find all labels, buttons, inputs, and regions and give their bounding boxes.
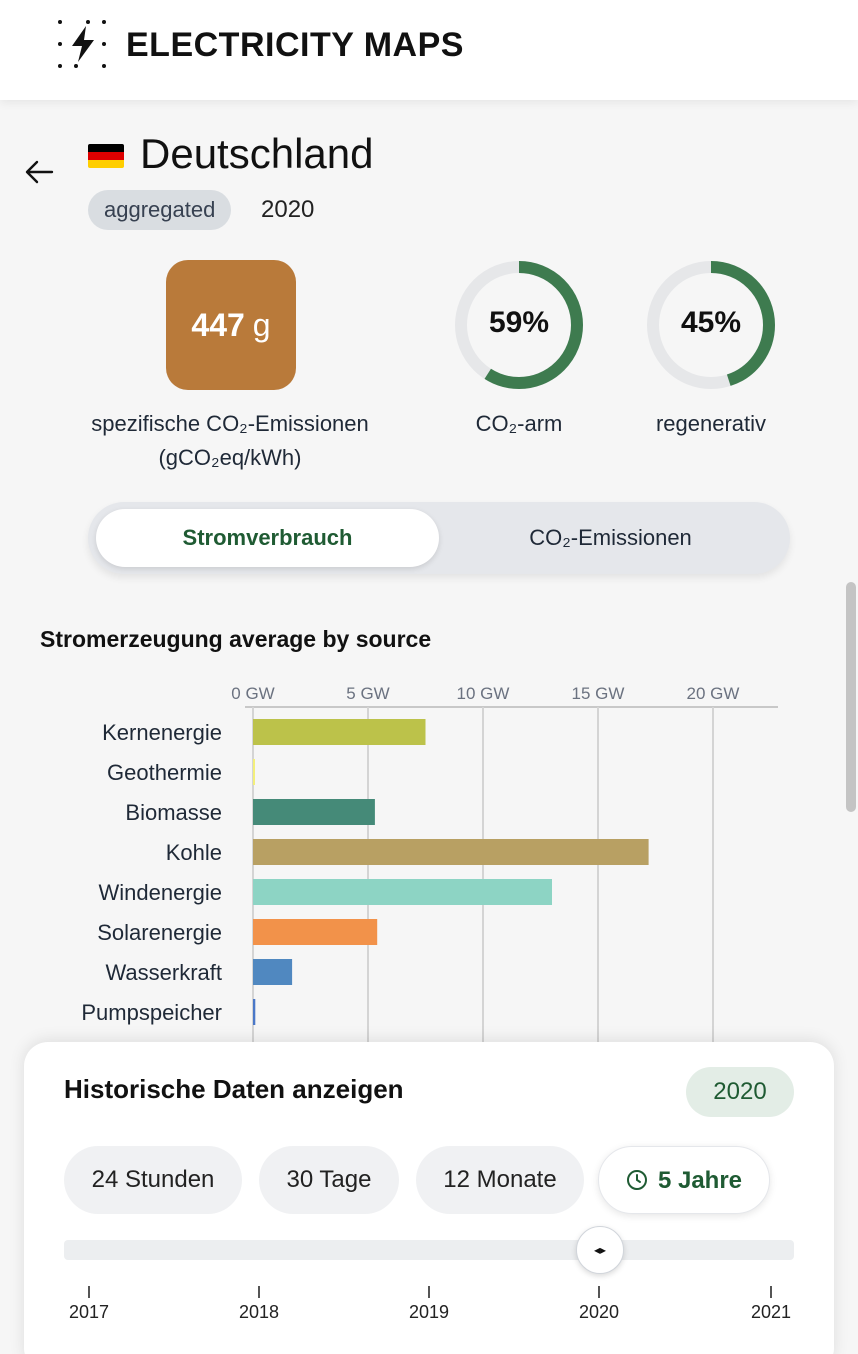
toggle-consumption[interactable]: Stromverbrauch <box>96 509 439 567</box>
low-carbon-value: 59% <box>488 306 550 339</box>
flag-icon <box>88 144 124 168</box>
renewable-ring-fill <box>647 261 775 389</box>
carbon-label-line1: spezifische CO₂-Emissionen <box>91 411 369 436</box>
flag-stripe <box>88 144 124 152</box>
bar-biomasse <box>253 799 375 825</box>
range-24-hours-button[interactable]: 24 Stunden <box>64 1146 242 1214</box>
low-carbon-ring <box>455 261 583 389</box>
renewable-label: regenerativ <box>655 411 767 436</box>
logo-icon[interactable] <box>56 18 108 70</box>
timeline-tick-label: 2020 <box>578 1302 620 1322</box>
history-title: Historische Daten anzeigen <box>64 1074 404 1104</box>
renewable-value: 45% <box>680 306 742 339</box>
x-tick-label: 20 GW <box>687 684 740 703</box>
category-label: Wasserkraft <box>105 960 222 985</box>
carbon-intensity-value: 447 <box>191 306 245 343</box>
x-tick-label: 0 GW <box>231 684 274 703</box>
generation-bar-chart: 0 GW 5 GW 10 GW 15 GW 20 GW Kernenergie Geothe… <box>81 684 778 1042</box>
category-label: Geothermie <box>107 760 222 785</box>
carbon-intensity-box: 447 g <box>166 260 296 390</box>
category-label: Kernenergie <box>102 720 222 745</box>
timeline-tick <box>598 1286 600 1298</box>
carbon-intensity-label: spezifische CO₂-Emissionen (gCO₂eq/kWh) <box>50 407 410 475</box>
timeline-tick <box>428 1286 430 1298</box>
timeline-tick-label: 2021 <box>750 1302 792 1322</box>
chart-title: Stromerzeugung average by source <box>40 626 432 652</box>
timeline-tick <box>88 1286 90 1298</box>
zone-year: 2020 <box>261 196 315 223</box>
range-12-months-button[interactable]: 12 Monate <box>416 1146 584 1214</box>
bar-wasserkraft <box>253 959 293 985</box>
range-5-years-label: 5 Jahre <box>657 1167 743 1194</box>
carbon-intensity-unit: g <box>252 306 271 343</box>
bar-kohle <box>253 839 649 865</box>
timeline-tick-label: 2017 <box>68 1302 110 1322</box>
display-toggle: Stromverbrauch CO₂-Emissionen <box>88 502 790 574</box>
timeline-tick <box>258 1286 260 1298</box>
history-year-badge: 2020 <box>686 1067 794 1117</box>
flag-stripe <box>88 160 124 168</box>
bar-solarenergie <box>253 919 378 945</box>
bar-geothermie <box>253 759 255 785</box>
back-arrow-icon[interactable] <box>24 158 56 186</box>
renewable-ring <box>647 261 775 389</box>
toggle-emissions[interactable]: CO₂-Emissionen <box>529 525 692 550</box>
bar-kernenergie <box>253 719 426 745</box>
app-title[interactable]: ELECTRICITY MAPS <box>126 26 464 64</box>
category-label: Biomasse <box>125 800 222 825</box>
app-header: ELECTRICITY MAPS <box>0 0 858 100</box>
timeline-tick-label: 2019 <box>408 1302 450 1322</box>
scrollbar[interactable] <box>846 582 856 812</box>
category-label: Windenergie <box>98 880 222 905</box>
history-panel: Historische Daten anzeigen 2020 24 Stund… <box>24 1042 834 1354</box>
timeline-tick <box>770 1286 772 1298</box>
flag-stripe <box>88 152 124 160</box>
low-carbon-label: CO₂-arm <box>475 411 563 436</box>
range-30-days-button[interactable]: 30 Tage <box>259 1146 399 1214</box>
bar-windenergie <box>253 879 552 905</box>
category-label: Solarenergie <box>97 920 222 945</box>
clock-icon <box>626 1170 647 1190</box>
low-carbon-ring-fill <box>455 261 583 389</box>
aggregation-badge: aggregated <box>88 190 232 230</box>
time-slider-handle[interactable]: ◂▸ <box>576 1226 624 1274</box>
x-tick-label: 15 GW <box>572 684 625 703</box>
category-label: Pumpspeicher <box>81 1000 222 1025</box>
range-5-years-button[interactable]: 5 Jahre <box>598 1146 770 1214</box>
time-slider-track[interactable] <box>64 1240 794 1260</box>
x-tick-label: 10 GW <box>457 684 510 703</box>
carbon-label-line2: (gCO₂eq/kWh) <box>158 445 302 470</box>
zone-title: Deutschland <box>140 130 374 177</box>
bar-pumpspeicher <box>253 999 256 1025</box>
x-tick-label: 5 GW <box>346 684 389 703</box>
timeline-tick-label: 2018 <box>238 1302 280 1322</box>
category-label: Kohle <box>166 840 222 865</box>
